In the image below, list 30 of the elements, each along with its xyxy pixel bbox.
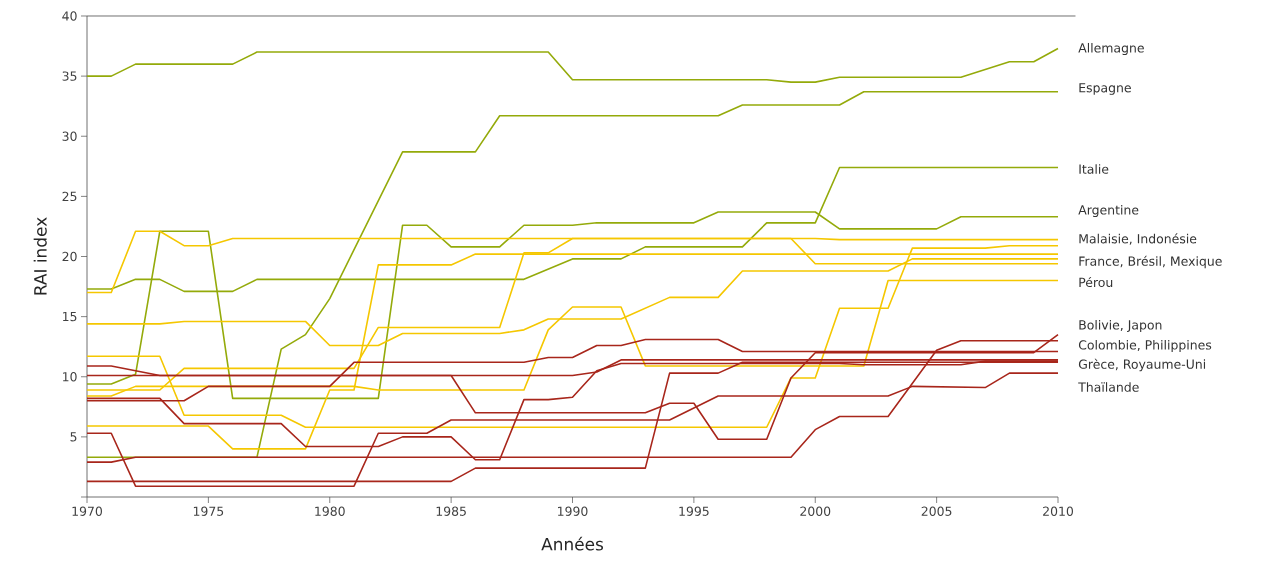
text: Malaisie, Indonésie [1079,233,1197,245]
y-axis-title: RAI index [33,217,47,295]
text: Pérou [1079,276,1113,288]
text: Thaïlande [1078,382,1139,392]
x-axis-title: Années [541,536,604,551]
x-tick-label: 1975 [193,506,224,516]
text: Colombie, Philippines [1078,339,1212,353]
x-tick-label: 1980 [315,506,345,516]
text: Grèce, Royaume-Uni [1078,358,1206,372]
y-tick-label: 5 [70,432,77,442]
y-tick-label: 25 [62,191,77,202]
x-tick-label: 1990 [558,506,588,516]
x-tick-label: 2005 [921,506,952,516]
x-tick-label: 1995 [679,506,709,516]
y-tick-label: 20 [62,251,77,262]
text: Italie [1079,164,1109,174]
y-tick-label: 15 [63,312,77,322]
x-tick-label: 1970 [72,506,103,516]
y-tick-label: 35 [62,71,77,81]
text: Allemagne [1078,42,1144,56]
x-tick-label: 2010 [1043,506,1074,516]
text: Bolivie, Japon [1079,319,1162,333]
y-tick-label: 30 [62,131,77,141]
y-tick-label: 10 [63,372,77,382]
x-tick-label: 2000 [800,506,831,516]
y-tick-label: 40 [62,11,77,21]
x-tick-label: 1985 [436,506,466,516]
text: France, Brésil, Mexique [1079,255,1222,269]
text: Espagne [1079,83,1131,95]
text: Argentine [1078,204,1139,218]
